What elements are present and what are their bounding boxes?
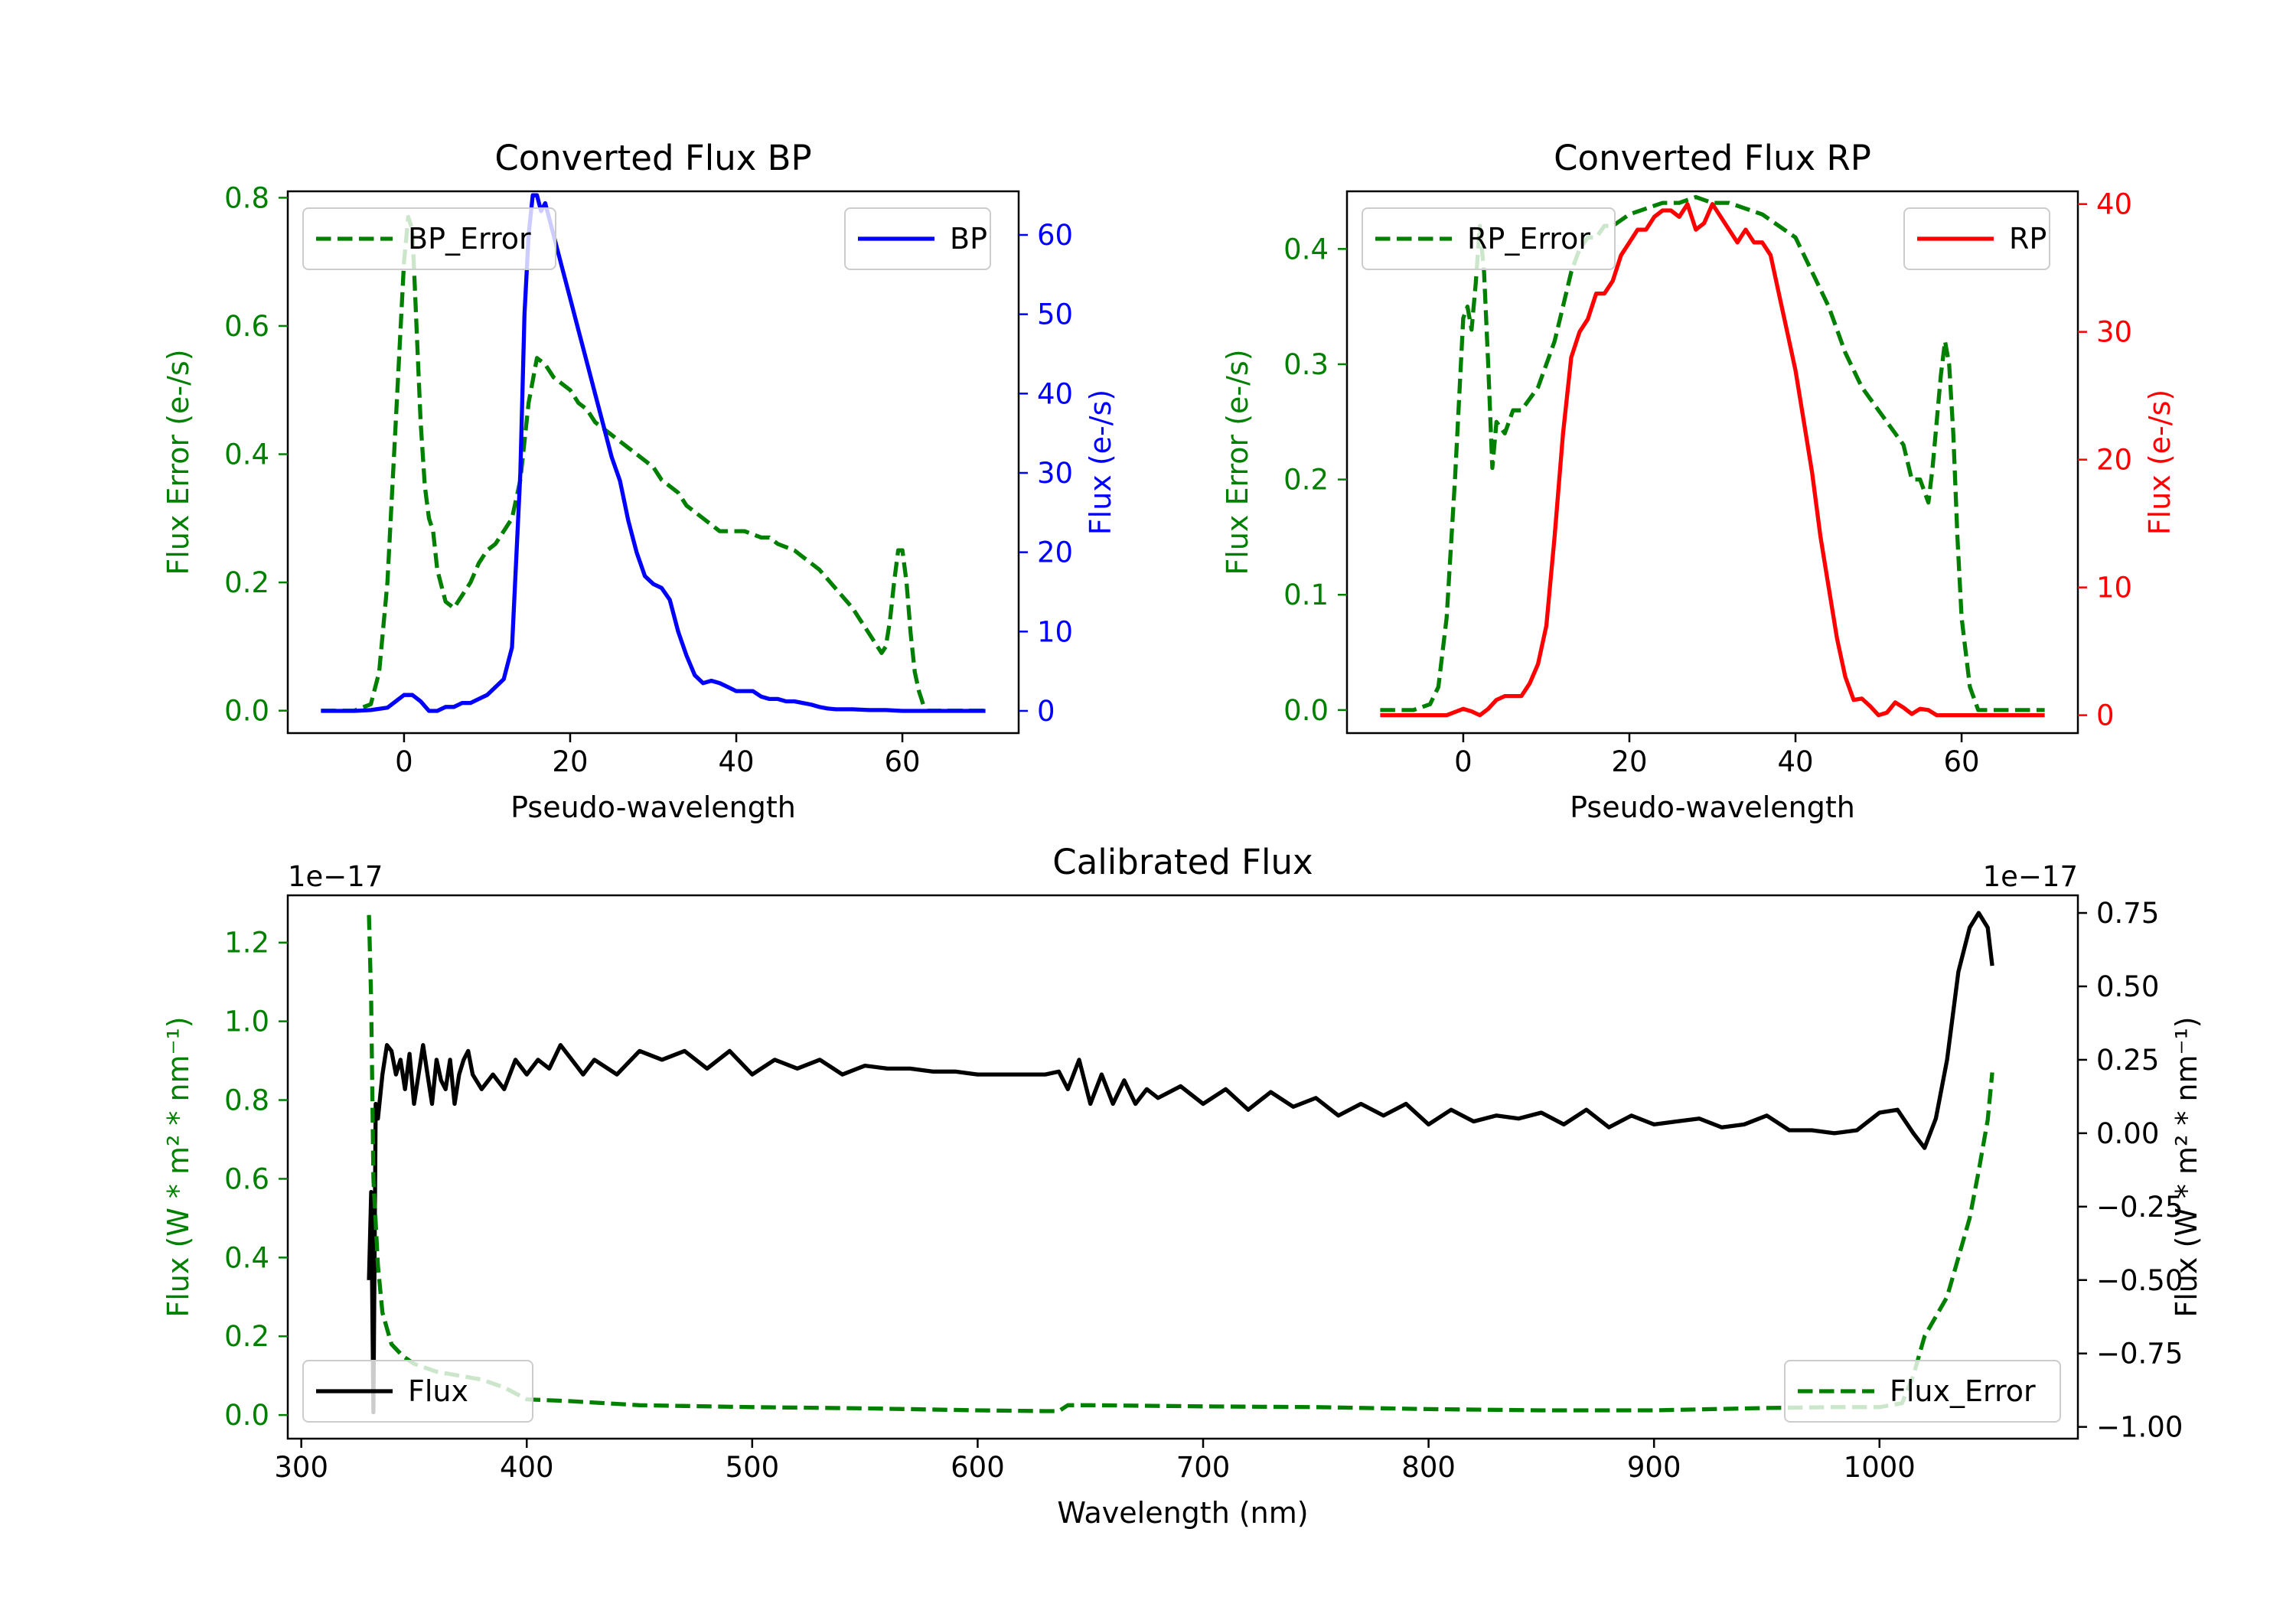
y-right-tick-label: 40	[1037, 377, 1073, 410]
legend-flux-error-box	[1784, 1360, 2061, 1423]
y-right-tick-label: 10	[1037, 615, 1073, 648]
legend-flux-box	[302, 1360, 533, 1423]
legend-bp-error-label: BP_Error	[408, 222, 531, 256]
x-tick-label: 40	[1777, 745, 1813, 778]
x-axis-label: Wavelength (nm)	[1057, 1496, 1308, 1530]
y-left-tick-label: 0.0	[224, 695, 269, 728]
x-tick-label: 0	[1454, 745, 1473, 778]
y-right-axis-label: Flux (e-/s)	[1084, 390, 1117, 535]
legend-rp-label: RP	[2009, 222, 2047, 256]
y-left-tick-label: 0.3	[1283, 348, 1329, 381]
plot-frame	[1345, 190, 2079, 735]
y-right-tick-label: 40	[2096, 188, 2132, 221]
bp-panel: 0 20 40 60 0.0 0.2 0.4 0.6 0.8 0 10 20 30 40 50 60 Conve…	[161, 138, 1117, 824]
legend-rp-error-label: RP_Error	[1467, 222, 1590, 256]
y-right-tick-label: 20	[2096, 444, 2132, 477]
y-right-tick-label: 0	[2096, 699, 2115, 732]
x-tick-label: 400	[500, 1451, 554, 1484]
x-tick-label: 800	[1401, 1451, 1456, 1484]
x-tick-label: 0	[395, 745, 413, 778]
y-left-tick-label: 0.8	[224, 1084, 269, 1117]
plot-frame	[286, 894, 2079, 1440]
x-tick-label: 900	[1627, 1451, 1681, 1484]
x-tick-label: 20	[552, 745, 588, 778]
x-tick-label: 300	[274, 1451, 328, 1484]
y-left-tick-label: 0.6	[224, 310, 269, 343]
y-right-axis-label: Flux (e-/s)	[2143, 390, 2177, 535]
y-right-tick-label: 0.25	[2096, 1044, 2159, 1077]
y-left-tick-label: 0.2	[1283, 464, 1329, 497]
y-right-tick-label: 30	[1037, 457, 1073, 490]
x-axis-label: Pseudo-wavelength	[1570, 790, 1855, 824]
x-tick-label: 700	[1176, 1451, 1231, 1484]
y-right-axis-label: Flux (W * m² * nm⁻¹)	[2170, 1016, 2203, 1317]
chart-title: Converted Flux RP	[1554, 138, 1871, 178]
y-left-tick-label: 0.8	[224, 181, 269, 214]
y-left-axis-label: Flux Error (e-/s)	[161, 349, 195, 575]
y-left-tick-label: 1.2	[224, 927, 269, 960]
series-rp-line	[1380, 202, 2045, 718]
x-tick-label: 60	[1944, 745, 1980, 778]
x-tick-label: 600	[951, 1451, 1005, 1484]
y-left-tick-label: 0.2	[224, 566, 269, 599]
y-right-tick-label: 60	[1037, 219, 1073, 252]
y-left-axis-label: Flux Error (e-/s)	[1221, 349, 1254, 575]
x-tick-label: 60	[885, 745, 921, 778]
offset-right-label: 1e−17	[1983, 860, 2078, 893]
plot-frame	[286, 190, 1020, 735]
y-left-tick-label: 0.1	[1283, 579, 1329, 611]
series-bp-error-line	[321, 214, 986, 713]
y-left-tick-label: 0.0	[224, 1399, 269, 1432]
y-right-tick-label: 0.50	[2096, 970, 2159, 1003]
y-left-axis-label: Flux (W * m² * nm⁻¹)	[161, 1016, 195, 1317]
y-right-tick-label: 30	[2096, 316, 2132, 349]
y-right-tick-label: 20	[1037, 536, 1073, 569]
calibrated-panel: 300 400 500 600 700 800 900 1000 0.0 0.2 0.4 0.6 0.8…	[161, 842, 2203, 1530]
y-right-tick-label: 0.00	[2096, 1117, 2159, 1150]
x-tick-label: 500	[726, 1451, 780, 1484]
legend-flux-error-label: Flux_Error	[1890, 1374, 2036, 1408]
y-left-tick-label: 0.4	[1283, 233, 1329, 266]
x-tick-label: 20	[1611, 745, 1647, 778]
y-right-tick-label: 10	[2096, 572, 2132, 605]
legend-bp-label: BP	[950, 222, 987, 256]
legend-bp-error-box	[302, 207, 556, 270]
x-axis-label: Pseudo-wavelength	[510, 790, 796, 824]
y-right-tick-label: −0.50	[2096, 1264, 2183, 1297]
y-right-tick-label: −1.00	[2096, 1411, 2183, 1444]
y-left-tick-label: 0.6	[224, 1162, 269, 1195]
series-flux-line	[367, 911, 1994, 1415]
series-bp-line	[321, 193, 986, 713]
chart-title: Calibrated Flux	[1052, 842, 1313, 882]
y-left-tick-label: 0.4	[224, 1241, 269, 1274]
y-left-tick-label: 1.0	[224, 1006, 269, 1038]
rp-panel: 0 20 40 60 0.0 0.1 0.2 0.3 0.4 0 10 20 30 40 Converted…	[1221, 138, 2177, 824]
offset-left-label: 1e−17	[288, 860, 383, 893]
legend-flux-label: Flux	[408, 1374, 468, 1408]
y-left-tick-label: 0.2	[224, 1320, 269, 1353]
legend-rp-error-box	[1362, 207, 1616, 270]
y-right-tick-label: −0.75	[2096, 1338, 2183, 1371]
y-right-tick-label: −0.25	[2096, 1191, 2183, 1224]
x-tick-label: 1000	[1844, 1451, 1916, 1484]
x-tick-label: 40	[718, 745, 754, 778]
y-right-tick-label: 50	[1037, 298, 1073, 331]
y-right-tick-label: 0.75	[2096, 897, 2159, 930]
chart-title: Converted Flux BP	[494, 138, 811, 178]
y-right-tick-label: 0	[1037, 695, 1055, 728]
y-left-tick-label: 0.4	[224, 438, 269, 471]
y-left-tick-label: 0.0	[1283, 694, 1329, 727]
